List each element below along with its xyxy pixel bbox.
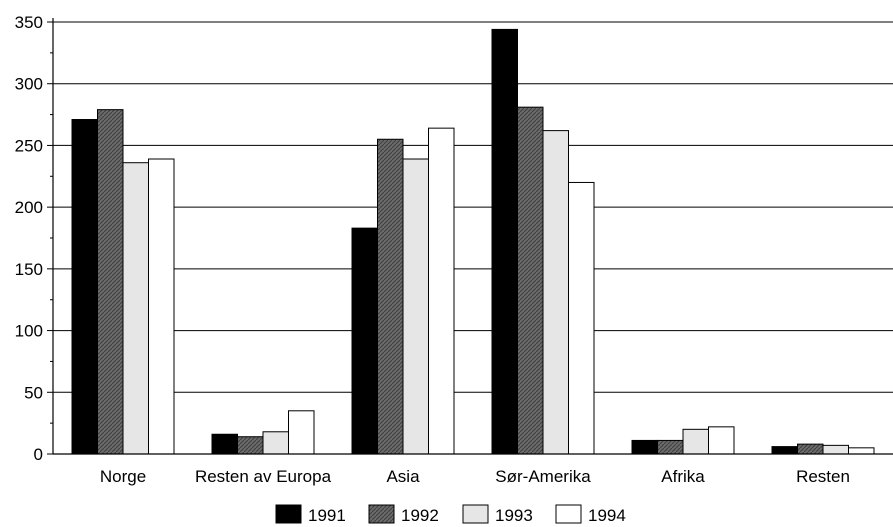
bar-1994 bbox=[848, 447, 875, 455]
bar-1992 bbox=[377, 138, 404, 455]
legend-label: 1994 bbox=[588, 506, 626, 525]
bars-group bbox=[71, 28, 875, 455]
y-tick-label: 200 bbox=[15, 198, 43, 217]
bar-1993 bbox=[822, 444, 849, 455]
bar-1994 bbox=[568, 181, 595, 455]
x-category-label: Resten bbox=[796, 467, 850, 486]
bar-1994 bbox=[428, 127, 455, 455]
gridlines bbox=[53, 21, 893, 393]
bar-1992 bbox=[797, 443, 824, 455]
bar-1991 bbox=[771, 446, 798, 455]
bar-1991 bbox=[211, 433, 238, 455]
bar-1993 bbox=[542, 130, 569, 455]
y-tick-label: 50 bbox=[24, 383, 43, 402]
legend-swatch-1994 bbox=[555, 504, 582, 524]
y-tick-label: 300 bbox=[15, 75, 43, 94]
y-tick-label: 250 bbox=[15, 136, 43, 155]
axes bbox=[52, 18, 893, 455]
legend-swatch-1991 bbox=[275, 504, 302, 524]
bar-1991 bbox=[631, 439, 658, 455]
x-category-label: Afrika bbox=[661, 467, 705, 486]
bar-1992 bbox=[657, 439, 684, 455]
bar-1993 bbox=[682, 428, 709, 455]
y-tick-label: 0 bbox=[34, 445, 43, 464]
y-tick-label: 150 bbox=[15, 260, 43, 279]
x-category-label: Resten av Europa bbox=[195, 467, 332, 486]
legend-label: 1992 bbox=[401, 506, 439, 525]
x-axis-labels: Norge Resten av Europa Asia Sør-Amerika Afri… bbox=[100, 467, 850, 486]
legend-swatch-1992 bbox=[368, 504, 395, 524]
legend-label: 1993 bbox=[495, 506, 533, 525]
bar-1991 bbox=[351, 227, 378, 455]
x-category-label: Asia bbox=[386, 467, 420, 486]
bar-1992 bbox=[517, 106, 544, 455]
legend-label: 1991 bbox=[308, 506, 346, 525]
y-axis-ticks: 0 50 100 150 200 250 300 350 bbox=[15, 13, 53, 464]
bar-1993 bbox=[402, 158, 429, 455]
bar-1994 bbox=[288, 410, 315, 455]
bar-1992 bbox=[97, 109, 124, 455]
bar-1991 bbox=[491, 28, 518, 455]
bar-1994 bbox=[148, 158, 175, 455]
bar-1992 bbox=[237, 436, 264, 455]
bar-1993 bbox=[122, 162, 149, 455]
y-tick-label: 350 bbox=[15, 13, 43, 32]
y-tick-label: 100 bbox=[15, 322, 43, 341]
legend: 1991 1992 1993 1994 bbox=[275, 504, 626, 525]
x-category-label: Norge bbox=[100, 467, 146, 486]
bar-1991 bbox=[71, 119, 98, 455]
bar-1993 bbox=[262, 431, 289, 455]
legend-swatch-1993 bbox=[462, 504, 489, 524]
bar-1994 bbox=[708, 426, 735, 455]
x-category-label: Sør-Amerika bbox=[495, 467, 591, 486]
